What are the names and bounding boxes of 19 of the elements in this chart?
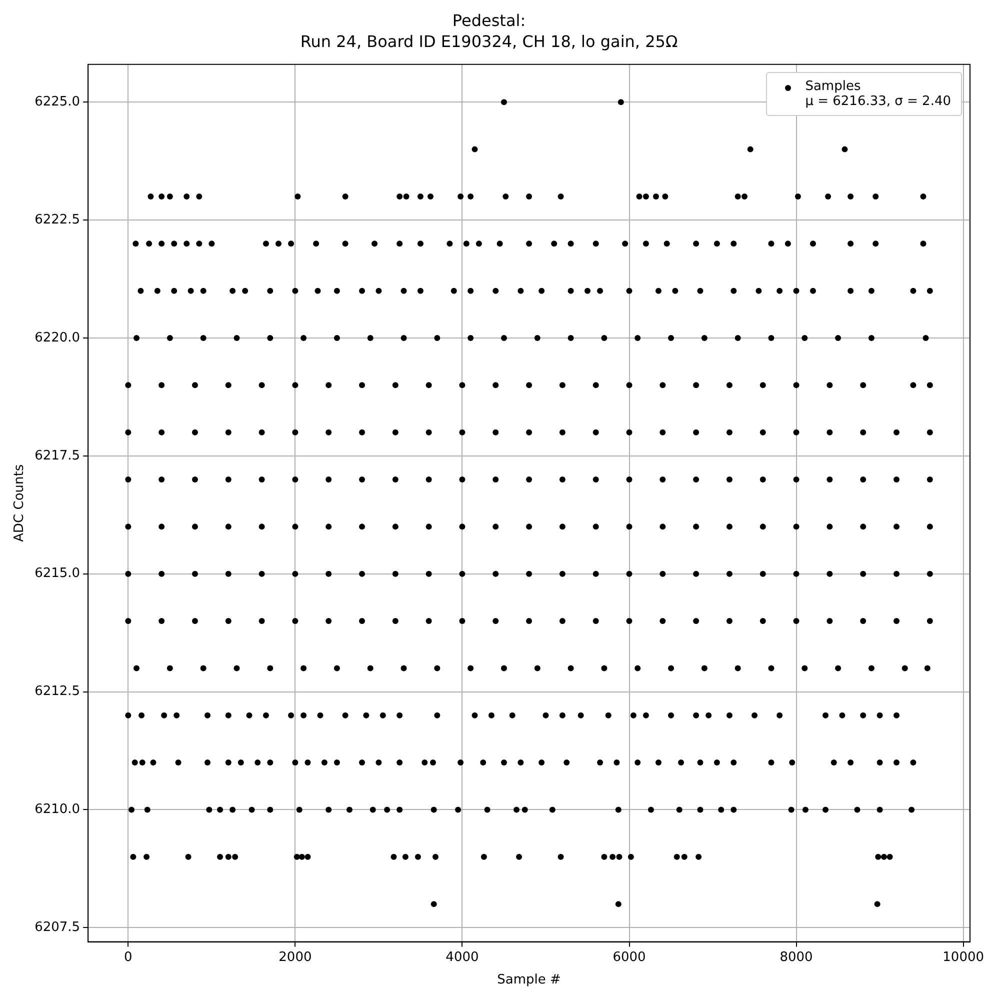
y-tick-label: 6210.0 bbox=[34, 802, 80, 818]
y-tick-label: 6212.5 bbox=[34, 684, 80, 700]
x-tick-label: 0 bbox=[124, 950, 132, 965]
x-tick-label: 4000 bbox=[446, 950, 479, 965]
x-tick-label: 2000 bbox=[278, 950, 312, 965]
x-tick-label: 10000 bbox=[942, 950, 984, 965]
chart-subtitle: Run 24, Board ID E190324, CH 18, lo gain, 25Ω bbox=[300, 32, 678, 51]
legend-label: Samples μ = 6216.33, σ = 2.40 bbox=[805, 79, 951, 110]
y-tick-label: 6207.5 bbox=[34, 920, 80, 936]
y-tick-label: 6217.5 bbox=[34, 448, 80, 464]
y-tick-label: 6220.0 bbox=[34, 330, 80, 346]
chart-title: Pedestal: bbox=[452, 10, 526, 30]
y-tick-label: 6215.0 bbox=[34, 566, 80, 582]
y-tick-label: 6225.0 bbox=[34, 94, 80, 110]
x-tick-label: 6000 bbox=[612, 950, 646, 965]
y-tick-label: 6222.5 bbox=[34, 212, 80, 228]
y-axis-title: ADC Counts bbox=[12, 464, 28, 542]
x-tick-label: 8000 bbox=[780, 950, 813, 965]
x-axis-title: Sample # bbox=[497, 972, 561, 988]
